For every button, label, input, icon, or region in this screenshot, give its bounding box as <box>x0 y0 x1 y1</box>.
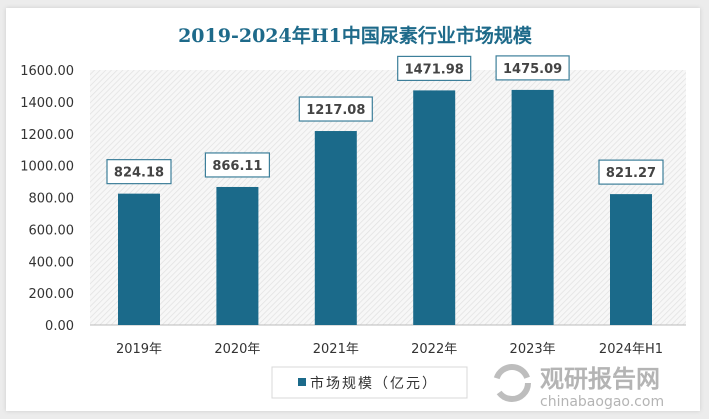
x-tick-label: 2024年H1 <box>599 342 663 357</box>
y-tick-label: 1400.00 <box>20 96 74 111</box>
legend: 市场规模（亿元） <box>271 366 468 399</box>
bar <box>413 90 456 325</box>
data-label-box <box>298 96 373 122</box>
y-tick-label: 0.00 <box>45 319 74 334</box>
bar <box>511 89 554 325</box>
chart-title: 2019-2024年H1中国尿素行业市场规模 <box>178 24 533 47</box>
y-tick-label: 800.00 <box>29 192 75 207</box>
data-label: 824.18 <box>114 166 164 181</box>
y-tick-label: 200.00 <box>29 287 75 302</box>
data-label: 1475.09 <box>503 62 562 77</box>
x-tick-label: 2021年 <box>313 342 359 357</box>
data-label-box <box>598 159 664 185</box>
bar <box>610 194 652 325</box>
data-label-box <box>397 55 472 82</box>
plot-area <box>90 70 686 325</box>
data-label: 1471.98 <box>405 62 464 77</box>
y-tick-label: 600.00 <box>29 223 75 238</box>
y-tick-label: 1600.00 <box>20 64 74 79</box>
y-tick-label: 1200.00 <box>20 128 74 143</box>
watermark-url: chinabaogao.com <box>540 394 664 410</box>
x-tick-label: 2020年 <box>214 342 260 357</box>
data-label-box <box>106 159 172 185</box>
legend-swatch <box>298 378 306 386</box>
x-tick-label: 2022年 <box>411 342 457 357</box>
y-tick-label: 1000.00 <box>20 160 74 175</box>
bar <box>216 186 259 325</box>
data-label-box <box>204 152 270 178</box>
legend-label: 市场规模（亿元） <box>310 375 438 392</box>
data-label-box <box>495 55 570 81</box>
x-tick-label: 2019年 <box>116 342 162 357</box>
x-tick-label: 2023年 <box>510 342 556 357</box>
watermark: 观研报告网 chinabaogao.com <box>493 364 664 410</box>
watermark-name: 观研报告网 <box>540 365 660 393</box>
data-label: 866.11 <box>212 159 262 174</box>
bar <box>118 193 160 325</box>
watermark-logo-icon <box>493 364 531 402</box>
y-tick-label: 400.00 <box>29 255 75 270</box>
data-label: 821.27 <box>606 166 656 181</box>
bar <box>314 131 357 325</box>
data-label: 1217.08 <box>306 103 365 118</box>
